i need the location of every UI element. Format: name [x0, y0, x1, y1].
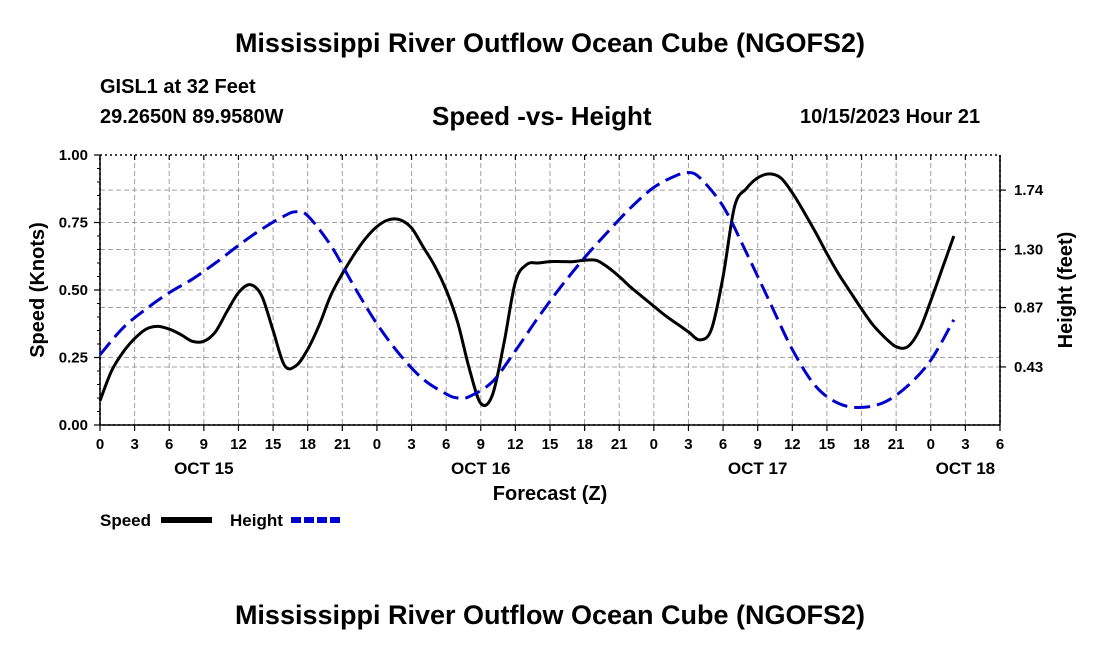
series-line-speed	[98, 172, 956, 407]
x-tick-label: 0	[650, 436, 658, 453]
x-tick-label: 21	[334, 436, 351, 453]
x-axis-title: Forecast (Z)	[493, 483, 607, 505]
x-day-label: OCT 18	[936, 459, 996, 478]
x-tick-label: 15	[542, 436, 559, 453]
x-tick-label: 3	[684, 436, 692, 453]
coordinates-label: 29.2650N 89.9580W	[100, 106, 284, 128]
x-tick-label: 18	[853, 436, 870, 453]
legend-speed-label: Speed	[100, 511, 151, 530]
legend: Speed Height	[100, 511, 342, 530]
y2-tick-label: 1.74	[1014, 182, 1044, 199]
x-tick-label: 9	[754, 436, 762, 453]
x-tick-label: 0	[373, 436, 381, 453]
x-day-label: OCT 15	[174, 459, 234, 478]
x-tick-label: 6	[996, 436, 1004, 453]
chart-grid	[100, 155, 1000, 425]
y2-tick-label: 0.43	[1014, 359, 1043, 376]
y-tick-label: 0.25	[59, 350, 88, 367]
legend-height-label: Height	[230, 511, 283, 530]
x-tick-label: 6	[719, 436, 727, 453]
x-tick-label: 3	[407, 436, 415, 453]
x-tick-label: 18	[576, 436, 593, 453]
chart-title: Speed -vs- Height	[432, 101, 652, 131]
y2-axis-title: Height (feet)	[1055, 232, 1077, 349]
x-tick-label: 9	[477, 436, 485, 453]
x-tick-label: 6	[442, 436, 450, 453]
y-tick-label: 0.00	[59, 417, 88, 434]
x-tick-label: 12	[230, 436, 247, 453]
x-tick-label: 12	[507, 436, 524, 453]
x-tick-label: 3	[130, 436, 138, 453]
y-axis-title: Speed (Knots)	[27, 222, 49, 358]
y-tick-label: 0.75	[59, 215, 88, 232]
forecast-datetime: 10/15/2023 Hour 21	[800, 106, 981, 128]
page-title: Mississippi River Outflow Ocean Cube (NG…	[234, 28, 866, 58]
x-tick-label: 15	[819, 436, 836, 453]
x-tick-label: 12	[784, 436, 801, 453]
x-tick-label: 21	[888, 436, 905, 453]
x-tick-label: 0	[96, 436, 104, 453]
x-tick-label: 15	[265, 436, 282, 453]
x-tick-label: 9	[200, 436, 208, 453]
y-tick-label: 1.00	[59, 147, 88, 164]
y2-tick-label: 1.30	[1014, 242, 1043, 259]
x-day-label: OCT 16	[451, 459, 511, 478]
x-tick-label: 18	[299, 436, 316, 453]
x-tick-label: 21	[611, 436, 628, 453]
axis-ticks: 0 3 6 9 12 15 18 21 0 3 6 9 12 15 18 21 0 3 6 9 12 15 18 21 0 3 6O…	[59, 147, 1044, 478]
x-tick-label: 0	[927, 436, 935, 453]
y-tick-label: 0.50	[59, 282, 88, 299]
chart-series	[98, 170, 956, 409]
y2-tick-label: 0.87	[1014, 300, 1043, 317]
footer-title: Mississippi River Outflow Ocean Cube (NG…	[234, 600, 866, 630]
x-day-label: OCT 17	[728, 459, 788, 478]
series-line-height	[98, 170, 956, 409]
station-label: GISL1 at 32 Feet	[100, 76, 256, 98]
x-tick-label: 6	[165, 436, 173, 453]
x-tick-label: 3	[961, 436, 969, 453]
